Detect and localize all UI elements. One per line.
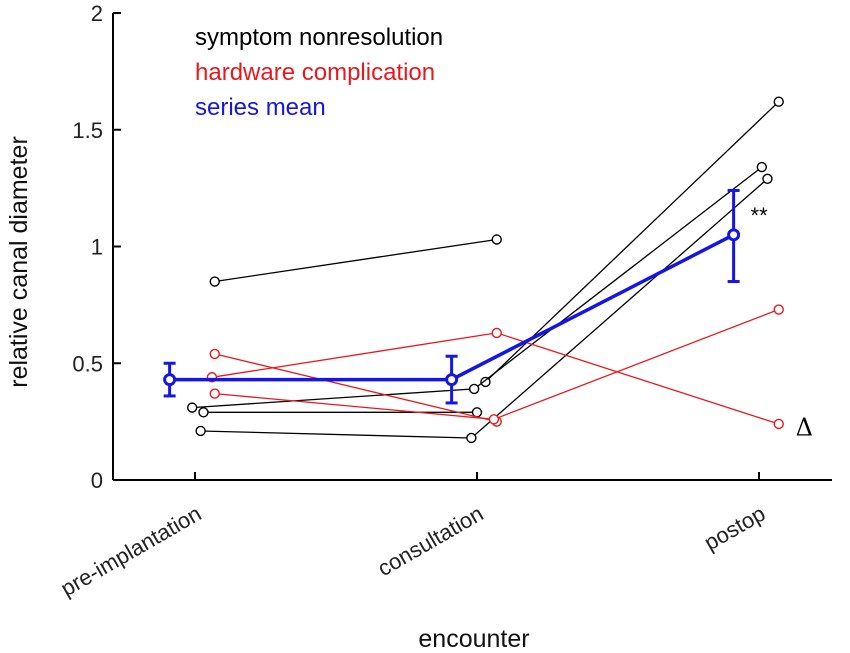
patient-point <box>773 304 784 315</box>
legend-entry-hardware: hardware complication <box>195 59 435 86</box>
patient-line <box>214 353 497 423</box>
patient-point <box>468 383 480 395</box>
mean-series <box>163 188 741 405</box>
y-tick-label: 1.5 <box>72 118 103 143</box>
y-tick-label: 1 <box>91 235 103 260</box>
y-tick-label: 0 <box>91 468 103 493</box>
patient-point <box>756 161 768 173</box>
patient-point <box>491 234 502 245</box>
patient-point <box>773 418 784 430</box>
patient-point <box>198 407 209 418</box>
x-tick-label: consultation <box>373 501 487 581</box>
patient-point <box>209 348 220 360</box>
significance-annotation: ** <box>751 203 769 228</box>
patient-line <box>214 238 497 283</box>
y-tick-label: 0.5 <box>72 351 103 376</box>
annotations: ** Δ <box>751 203 813 441</box>
patient-point <box>195 425 206 437</box>
patient-point <box>488 414 500 425</box>
y-tick-label: 2 <box>91 1 103 26</box>
patient-line <box>200 178 768 439</box>
patient-point <box>491 327 502 339</box>
patient-point <box>773 96 784 107</box>
legend-entry-mean: series mean <box>195 94 326 121</box>
patient-series <box>186 96 784 444</box>
x-tick-label: pre-implantation <box>56 501 205 602</box>
patient-line <box>214 308 779 420</box>
mean-point <box>727 228 741 242</box>
x-axis-label: encounter <box>418 625 529 653</box>
patient-point <box>762 173 773 184</box>
patient-point <box>466 432 477 444</box>
patient-line <box>192 166 763 409</box>
legend: symptom nonresolution hardware complicat… <box>195 24 443 121</box>
patient-point <box>209 276 220 287</box>
mean-point <box>445 373 459 387</box>
delta-annotation: Δ <box>796 414 813 442</box>
patient-point <box>209 388 220 399</box>
legend-entry-symptom: symptom nonresolution <box>195 24 443 51</box>
mean-point <box>163 373 177 387</box>
patient-point <box>480 376 491 388</box>
ticks: 0 0.5 1 1.5 2 pre-implantation consultation pos… <box>56 1 769 601</box>
y-axis-label: relative canal diameter <box>5 136 33 388</box>
patient-point <box>471 407 483 418</box>
patient-point <box>186 402 198 413</box>
x-tick-label: postop <box>700 501 770 556</box>
